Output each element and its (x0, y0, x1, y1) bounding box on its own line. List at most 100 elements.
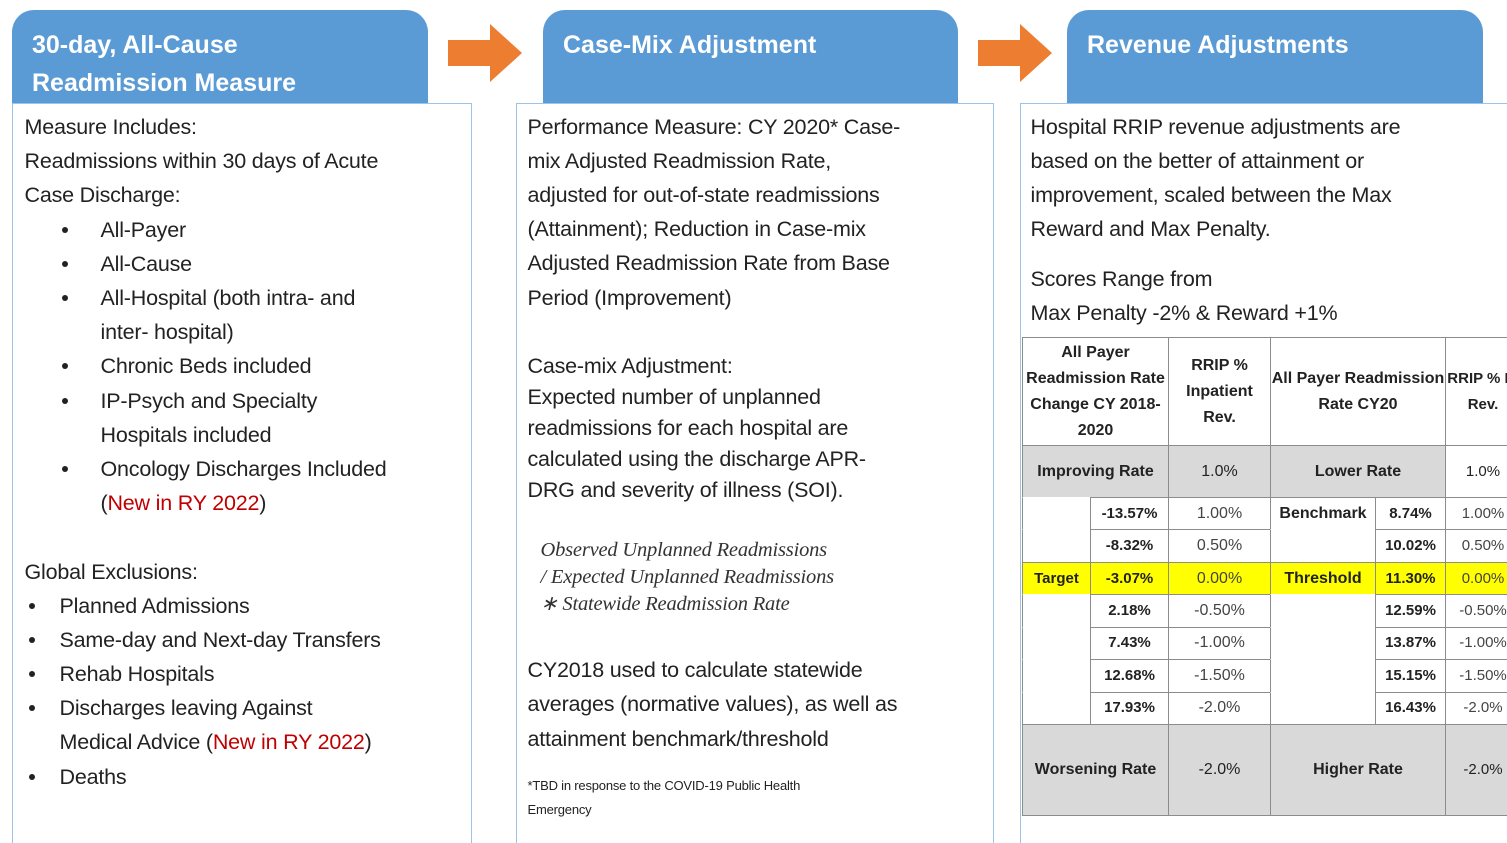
text-line: (Attainment); Reduction in Case-mix (527, 217, 867, 242)
worsening-cell: -2.0% (1445, 724, 1507, 816)
text-line: Adjusted Readmission Rate from Base (527, 251, 890, 276)
table-cell: -1.50% (1445, 659, 1507, 693)
text-line: Deaths (59, 764, 127, 789)
table-cell: 8.74% (1375, 497, 1446, 531)
table-cell (1270, 594, 1376, 628)
table-cell (1022, 497, 1091, 531)
table-cell (1022, 659, 1091, 693)
table-cell: 0.50% (1168, 529, 1271, 563)
text-line: calculated using the discharge APR- (527, 446, 867, 471)
text-line: based on the better of attainment or (1030, 148, 1365, 173)
text-line: Global Exclusions: (24, 559, 198, 584)
table-cell: -0.50% (1168, 594, 1271, 628)
table-cell: 7.43% (1090, 626, 1169, 661)
text-line: IP-Psych and Specialty (100, 388, 318, 413)
column-header: RRIP % Inpatient Rev. (1168, 337, 1271, 446)
bullet (61, 363, 68, 370)
improving-cell: 1.0% (1445, 445, 1507, 498)
text-line: Chronic Beds included (100, 354, 312, 379)
footnote: Emergency (527, 801, 592, 817)
table-cell (1022, 594, 1091, 628)
table-cell: 1.00% (1168, 497, 1271, 531)
text-line: Medical Advice (New in RY 2022) (60, 725, 372, 759)
bullet (28, 705, 35, 712)
panel-header: Case-Mix Adjustment (543, 10, 958, 103)
table-cell: Benchmark (1270, 497, 1376, 531)
text-line: Max Penalty -2% & Reward +1% (1030, 300, 1338, 325)
text-line: DRG and severity of illness (SOI). (527, 477, 844, 502)
column-header: All Payer Readmission Rate Change CY 201… (1022, 337, 1169, 446)
table-cell: 0.00% (1168, 561, 1271, 596)
text-line: Hospital RRIP revenue adjustments are (1030, 114, 1401, 139)
table-cell: 0.00% (1445, 561, 1507, 596)
text-line: Performance Measure: CY 2020* Case- (527, 114, 901, 139)
text-line: mix Adjusted Readmission Rate, (527, 148, 832, 173)
text-line: Readmissions within 30 days of Acute (24, 148, 379, 173)
table-cell: Target (1022, 561, 1091, 596)
table-cell: -2.0% (1168, 691, 1271, 725)
highlight-text: New in RY 2022 (107, 491, 260, 516)
table-cell: -8.32% (1090, 529, 1169, 563)
table-cell: 13.87% (1375, 626, 1446, 661)
formula-line: / Expected Unplanned Readmissions (540, 565, 835, 588)
table-cell: 17.93% (1090, 691, 1169, 725)
text-line: (New in RY 2022) (101, 486, 267, 520)
text-line: Oncology Discharges Included (100, 456, 387, 481)
bullet (61, 465, 68, 472)
text-line: Reward and Max Penalty. (1030, 216, 1271, 241)
highlight-text: New in RY 2022 (212, 730, 365, 755)
panel-header: 30-day, All-Cause Readmission Measure (12, 10, 428, 103)
text-line: inter- hospital) (100, 320, 234, 345)
table-cell: -13.57% (1090, 497, 1169, 531)
table-cell (1022, 691, 1091, 725)
text-line: Period (Improvement) (527, 285, 732, 310)
table-cell: 15.15% (1375, 659, 1446, 693)
header-line: Case-Mix Adjustment (563, 31, 817, 59)
table-cell: Threshold (1270, 561, 1376, 596)
bullet (28, 773, 35, 780)
text: Medical Advice ( (59, 730, 214, 755)
table-cell: -1.00% (1168, 626, 1271, 661)
table-cell: -0.50% (1445, 594, 1507, 628)
text-line: All-Hospital (both intra- and (100, 285, 356, 310)
table-cell: -2.0% (1445, 691, 1507, 725)
improving-cell: Improving Rate (1022, 445, 1169, 498)
table-cell (1022, 626, 1091, 661)
text-line: adjusted for out-of-state readmissions (527, 182, 880, 207)
table-cell: 12.59% (1375, 594, 1446, 628)
bullet (61, 226, 68, 233)
text-line: Hospitals included (100, 422, 272, 447)
formula-line: Observed Unplanned Readmissions (540, 538, 828, 561)
column-header: RRIP % IP Rev. (1445, 337, 1507, 446)
text-line: Rehab Hospitals (59, 661, 215, 686)
column-header: All Payer Readmission Rate CY20 (1270, 337, 1446, 446)
panel-header: Revenue Adjustments (1067, 10, 1483, 103)
table-cell (1270, 626, 1376, 661)
table-cell: 0.50% (1445, 529, 1507, 563)
text-line: Expected number of unplanned (527, 384, 821, 409)
text-line: Measure Includes: (24, 114, 197, 139)
text-line: Scores Range from (1030, 266, 1213, 291)
panel-body: Measure Includes: Readmissions within 30 … (12, 103, 472, 843)
text-line: improvement, scaled between the Max (1030, 182, 1392, 207)
bullet (28, 602, 35, 609)
table-cell (1270, 691, 1376, 725)
table-cell (1270, 529, 1376, 563)
bullet (61, 260, 68, 267)
worsening-cell: -2.0% (1168, 724, 1271, 816)
text-line: CY2018 used to calculate statewide (527, 657, 863, 682)
table-cell: -3.07% (1090, 561, 1169, 596)
worsening-cell: Higher Rate (1270, 724, 1446, 816)
improving-cell: Lower Rate (1270, 445, 1446, 498)
bullet (61, 294, 68, 301)
text-line: Same-day and Next-day Transfers (59, 627, 381, 652)
header-line: Readmission Measure (32, 69, 296, 97)
text: ) (259, 491, 267, 516)
header-line: 30-day, All-Cause (32, 31, 238, 59)
text-line: Case Discharge: (24, 183, 181, 208)
footnote: *TBD in response to the COVID-19 Public … (527, 778, 801, 793)
text-line: Planned Admissions (59, 593, 250, 618)
table-cell: 12.68% (1090, 659, 1169, 693)
bullet (61, 397, 68, 404)
worsening-cell: Worsening Rate (1022, 724, 1169, 816)
